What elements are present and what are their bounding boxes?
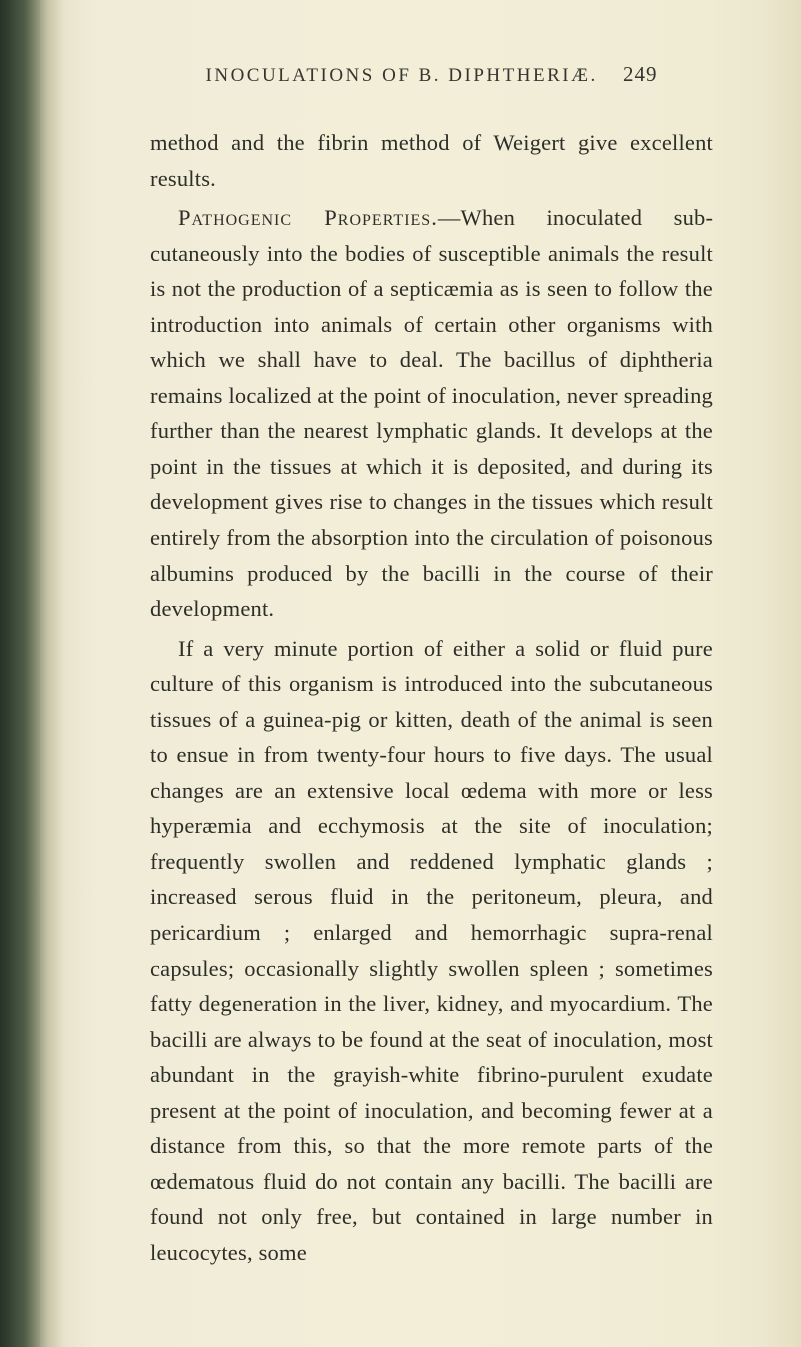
paragraph-2: Pathogenic Properties.—When inoculated s… — [150, 200, 713, 627]
paragraph-3: If a very minute portion of either a sol… — [150, 631, 713, 1271]
running-head-title: INOCULATIONS OF B. DIPHTHERIÆ. — [206, 65, 598, 86]
paragraph-2-body: —When inoculated sub­cutaneously into th… — [150, 205, 713, 621]
paragraph-1: method and the fibrin method of Weigert … — [150, 125, 713, 196]
book-page: INOCULATIONS OF B. DIPHTHERIÆ. 249 metho… — [0, 0, 801, 1347]
page-number: 249 — [623, 62, 658, 86]
running-head: INOCULATIONS OF B. DIPHTHERIÆ. 249 — [150, 62, 713, 87]
section-heading: Pathogenic Properties. — [178, 205, 438, 230]
